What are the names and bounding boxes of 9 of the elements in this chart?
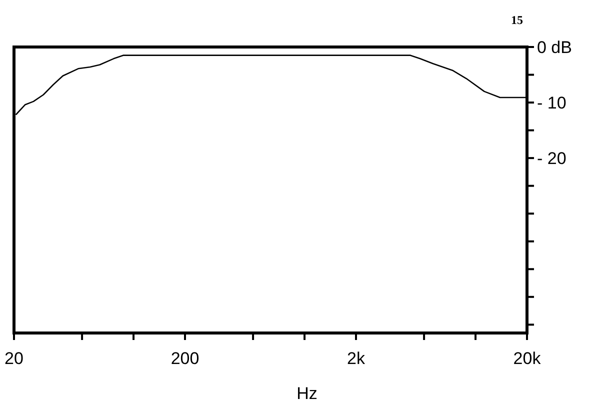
y-tick-label: 0 dB bbox=[537, 38, 572, 57]
x-axis-title: Hz bbox=[296, 384, 318, 403]
x-tick-label: 20 bbox=[4, 349, 24, 368]
y-tick-label: - 20 bbox=[537, 149, 566, 168]
x-tick-label: 2k bbox=[347, 349, 366, 368]
text: 15 bbox=[511, 13, 523, 27]
y-tick-label: - 10 bbox=[537, 94, 566, 113]
x-tick-label: 20k bbox=[513, 349, 542, 368]
x-tick-label: 200 bbox=[170, 349, 200, 368]
